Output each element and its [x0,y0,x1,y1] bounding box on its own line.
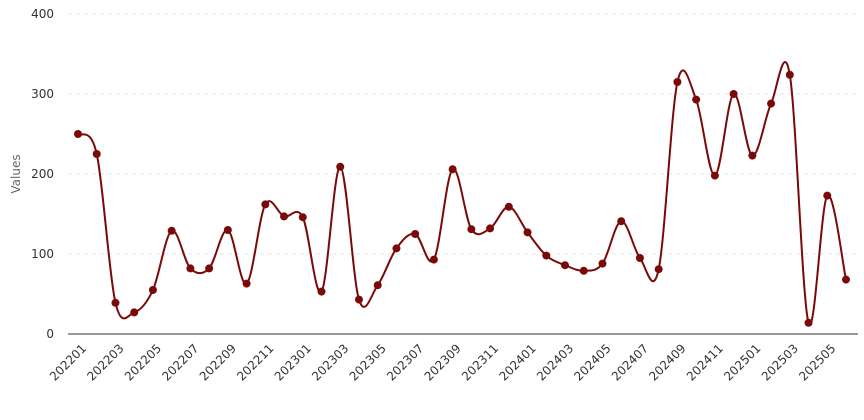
data-point [392,244,401,253]
data-point [280,212,289,221]
x-tick-label: 202407 [609,341,651,383]
x-tick-label: 202411 [684,341,726,383]
data-point [298,213,307,222]
data-point [523,228,532,237]
data-point [429,255,438,264]
data-point [167,226,176,235]
data-point [354,295,363,304]
data-point [804,318,813,327]
data-point [617,217,626,226]
data-point [74,130,82,138]
y-tick-label: 100 [31,247,54,261]
x-tick-label: 202405 [571,341,613,383]
x-tick-label: 202505 [796,341,838,383]
x-tick-label: 202203 [84,341,126,383]
data-point [635,254,644,262]
data-point [673,78,682,86]
grid-lines [68,13,858,255]
data-point [242,279,251,288]
data-point [223,226,232,234]
data-point [336,162,345,171]
data-point [561,261,570,270]
y-axis: 0 100 200 300 400 [31,7,54,341]
data-point [842,275,850,284]
x-tick-label: 202403 [534,341,576,383]
x-tick-label: 202311 [459,341,501,383]
data-point [542,251,551,260]
data-point [692,95,701,104]
x-tick-label: 202307 [384,341,426,383]
x-tick-label: 202503 [759,341,801,383]
x-tick-label: 202501 [721,341,763,383]
x-tick-label: 202209 [197,341,239,383]
x-tick-label: 202301 [272,341,314,383]
data-point [186,264,195,273]
data-point [92,150,101,158]
data-point [148,286,157,294]
x-tick-label: 202409 [646,341,688,383]
data-point [710,171,719,180]
data-point [823,191,832,200]
x-tick-label: 202309 [422,341,464,383]
data-point [317,287,326,296]
y-tick-label: 300 [31,87,54,101]
data-point [579,266,588,275]
data-point [729,90,738,98]
data-point [654,265,663,274]
data-point [411,230,420,238]
x-tick-label: 202401 [496,341,538,383]
y-axis-title: Values [9,154,23,193]
series-line [77,61,847,326]
data-point [130,308,139,317]
data-point [467,225,476,234]
y-tick-label: 0 [46,327,54,341]
data-point [448,165,457,174]
data-point [261,200,270,209]
data-point [111,298,120,307]
x-tick-label: 202201 [47,341,89,383]
data-point [767,99,776,108]
x-tick-label: 202205 [122,341,164,383]
y-tick-label: 400 [31,7,54,21]
x-tick-label: 202305 [347,341,389,383]
data-point [598,259,607,268]
data-point [785,70,794,79]
y-tick-label: 200 [31,167,54,181]
x-tick-label: 202211 [234,341,276,383]
data-point [205,264,214,273]
data-points [74,70,850,327]
data-point [748,151,757,160]
x-tick-label: 202303 [309,341,351,383]
x-axis: 2022012022032022052022072022092022112023… [47,341,839,383]
data-point [504,202,513,211]
data-point [373,281,382,290]
x-tick-label: 202207 [159,341,201,383]
data-point [486,224,495,233]
